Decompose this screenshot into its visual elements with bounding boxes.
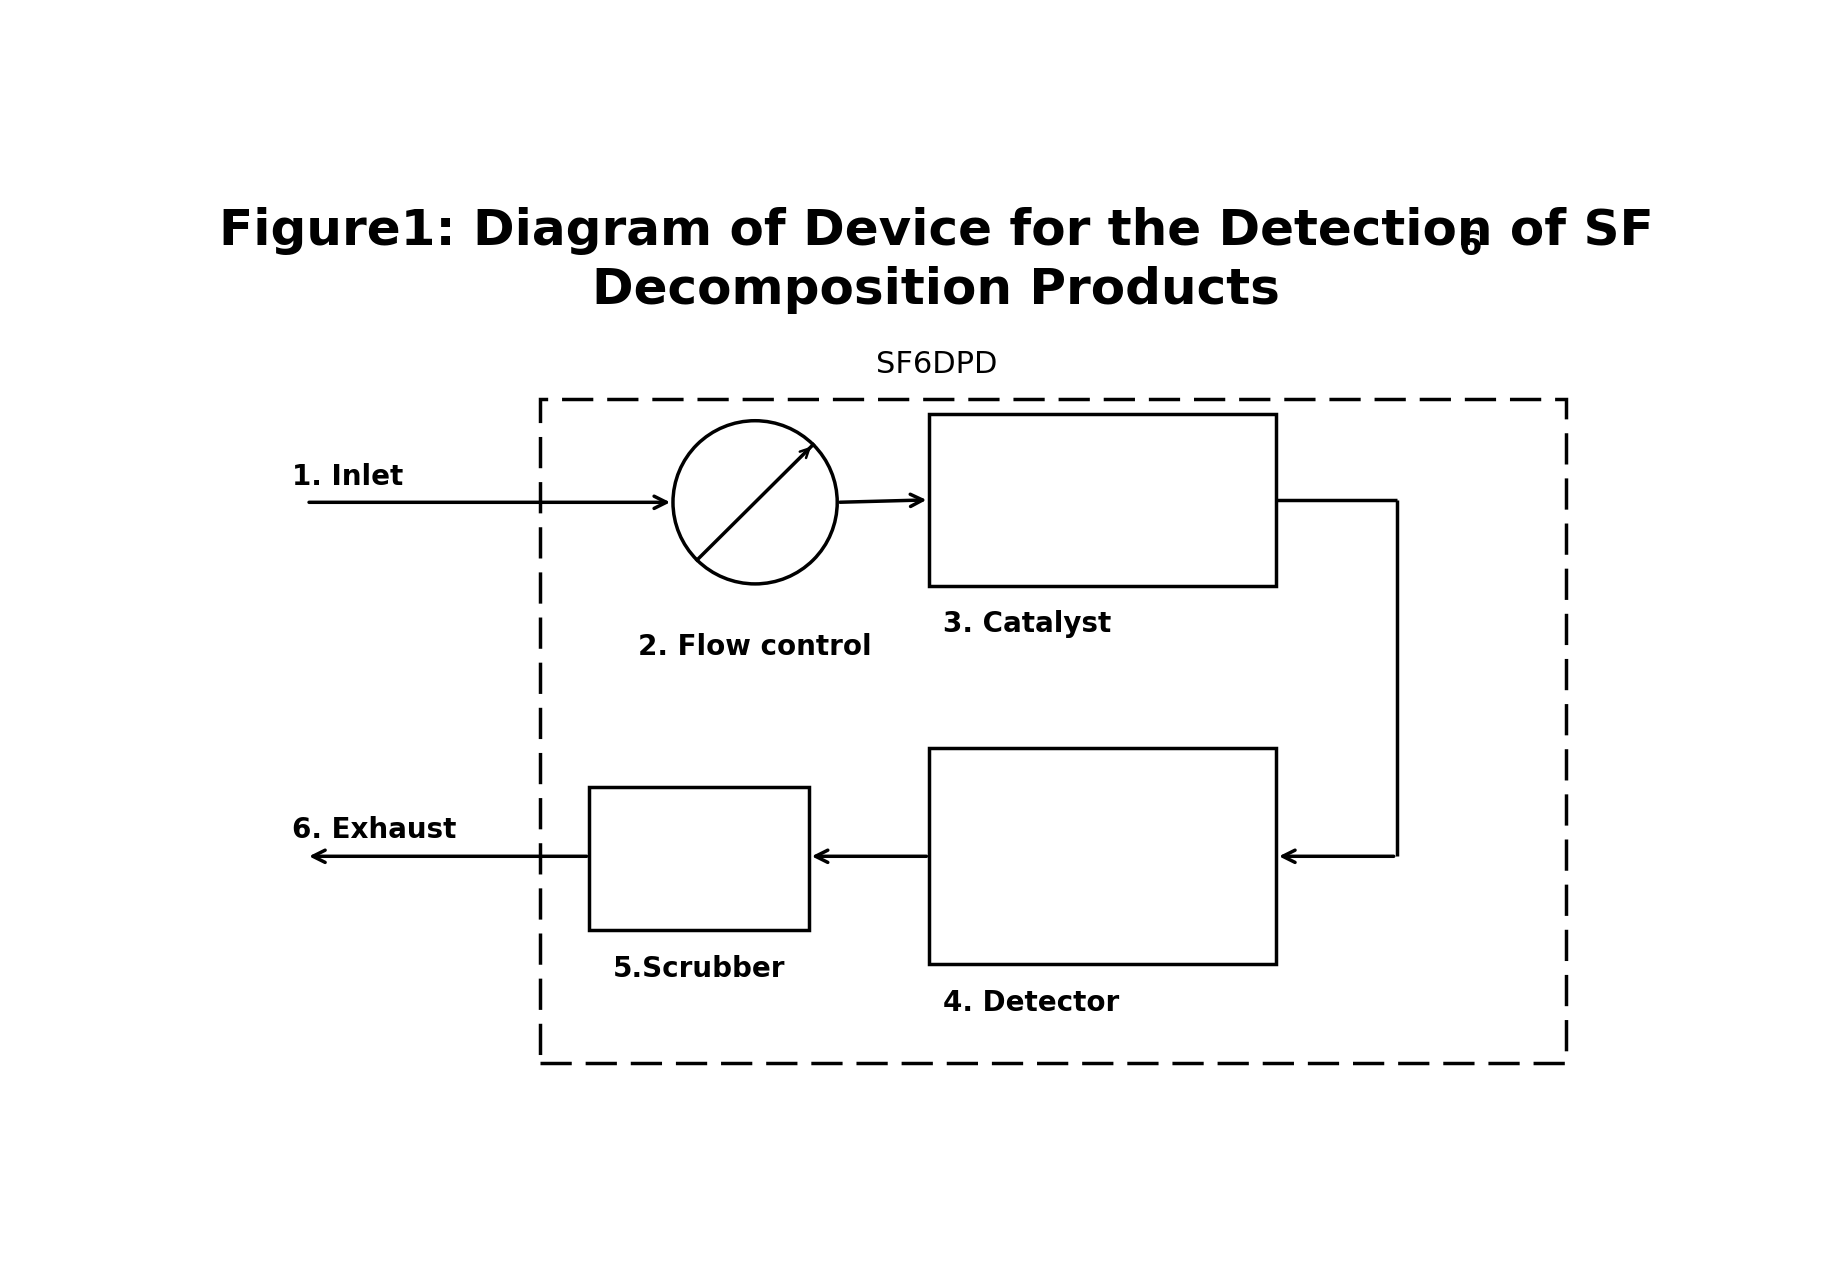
Bar — [590, 788, 809, 930]
Text: 1. Inlet: 1. Inlet — [292, 462, 404, 490]
Text: 5.Scrubber: 5.Scrubber — [612, 955, 786, 982]
Text: 4. Detector: 4. Detector — [943, 990, 1120, 1016]
Text: Figure1: Diagram of Device for the Detection of SF: Figure1: Diagram of Device for the Detec… — [219, 207, 1653, 255]
Text: 6: 6 — [1458, 229, 1482, 262]
Bar — [541, 398, 1566, 1062]
Ellipse shape — [672, 420, 837, 584]
Text: 6. Exhaust: 6. Exhaust — [292, 816, 457, 844]
Text: Decomposition Products: Decomposition Products — [592, 267, 1281, 314]
Bar — [930, 414, 1275, 586]
Text: SF6DPD: SF6DPD — [875, 350, 998, 379]
Text: 3. Catalyst: 3. Catalyst — [943, 610, 1111, 638]
Bar — [930, 748, 1275, 964]
Text: 2. Flow control: 2. Flow control — [638, 633, 871, 661]
